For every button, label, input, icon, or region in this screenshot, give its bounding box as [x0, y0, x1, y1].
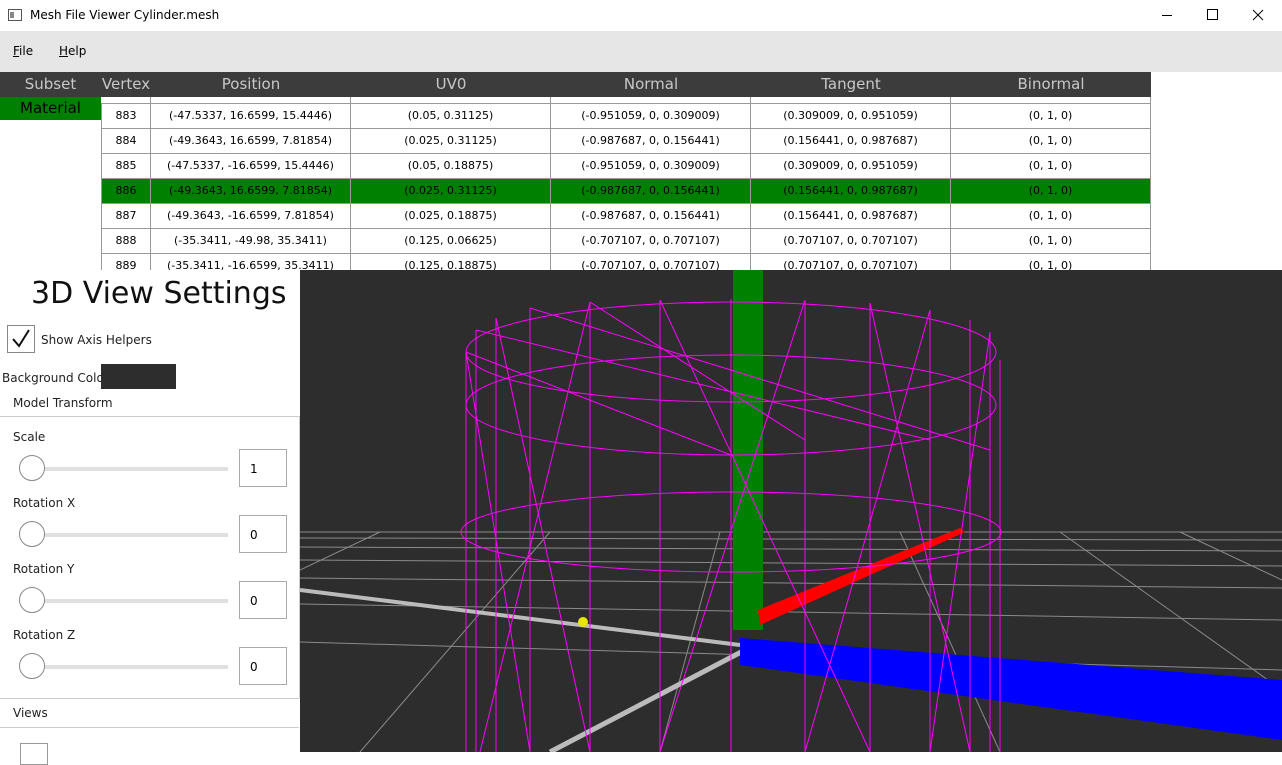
table-cell: [751, 97, 951, 104]
table-cell[interactable]: (0.05, 0.31125): [351, 104, 551, 129]
title-bar: Mesh File Viewer Cylinder.mesh: [0, 0, 1282, 31]
table-cell[interactable]: (0, 1, 0): [951, 254, 1151, 270]
slider-thumb[interactable]: [19, 587, 45, 613]
table-cell[interactable]: 889: [101, 254, 151, 270]
text-box[interactable]: 0: [239, 581, 287, 619]
text-box[interactable]: 0: [239, 647, 287, 685]
table-cell[interactable]: (-0.987687, 0, 0.156441): [551, 129, 751, 154]
column-header[interactable]: Subset: [0, 72, 101, 97]
app-icon: [8, 9, 22, 21]
window-controls[interactable]: [1150, 0, 1282, 31]
column-header[interactable]: Position: [151, 72, 351, 97]
panel-title: 3D View Settings: [31, 276, 287, 311]
color-swatch[interactable]: [101, 364, 176, 389]
group-box: [0, 416, 300, 698]
table-cell[interactable]: (-35.3411, -16.6599, 35.3411): [151, 254, 351, 270]
table-cell[interactable]: (-0.707107, 0, 0.707107): [551, 254, 751, 270]
table-cell[interactable]: (-0.987687, 0, 0.156441): [551, 179, 751, 204]
menu-item[interactable]: Help: [59, 44, 87, 58]
table-cell[interactable]: (-0.707107, 0, 0.707107): [551, 229, 751, 254]
table-cell[interactable]: (0.309009, 0, 0.951059): [751, 104, 951, 129]
checkbox[interactable]: [7, 325, 35, 353]
column-header[interactable]: Vertex: [101, 72, 151, 97]
slider-thumb[interactable]: [19, 521, 45, 547]
table-cell[interactable]: (0, 1, 0): [951, 229, 1151, 254]
table-cell[interactable]: (-47.5337, 16.6599, 15.4446): [151, 104, 351, 129]
table-cell[interactable]: 883: [101, 104, 151, 129]
group-label: Views: [13, 706, 48, 720]
table-cell[interactable]: (0.156441, 0, 0.987687): [751, 129, 951, 154]
table-cell[interactable]: 886: [101, 179, 151, 204]
slider-track[interactable]: [20, 665, 228, 669]
slider-thumb[interactable]: [19, 653, 45, 679]
slider-track[interactable]: [20, 467, 228, 471]
table-cell[interactable]: (0.025, 0.18875): [351, 204, 551, 229]
table-cell[interactable]: (0, 1, 0): [951, 179, 1151, 204]
table-cell: [951, 97, 1151, 104]
slider-label: Scale: [13, 430, 46, 444]
table-cell[interactable]: (0.025, 0.31125): [351, 179, 551, 204]
column-header[interactable]: UV0: [351, 72, 551, 97]
field-label: Background Color: [2, 371, 109, 385]
table-cell: [551, 97, 751, 104]
settings-panel: 3D View Settings Show Axis Helpers Backg…: [0, 270, 300, 765]
menu-item[interactable]: File: [13, 44, 34, 58]
table-cell[interactable]: (0.156441, 0, 0.987687): [751, 204, 951, 229]
table-cell[interactable]: 887: [101, 204, 151, 229]
table-cell[interactable]: (0.309009, 0, 0.951059): [751, 154, 951, 179]
table-cell[interactable]: 884: [101, 129, 151, 154]
table-cell[interactable]: (-35.3411, -49.98, 35.3411): [151, 229, 351, 254]
table-cell: [151, 97, 351, 104]
slider-track[interactable]: [20, 599, 228, 603]
slider-label: Rotation Z: [13, 628, 76, 642]
table-cell[interactable]: (0.125, 0.18875): [351, 254, 551, 270]
column-header[interactable]: Normal: [551, 72, 751, 97]
table-cell[interactable]: (-49.3643, 16.6599, 7.81854): [151, 129, 351, 154]
text-box[interactable]: 1: [239, 449, 287, 487]
3d-viewport[interactable]: [300, 270, 1282, 752]
views-header: [0, 698, 299, 728]
slider-label: Rotation Y: [13, 562, 75, 576]
column-header[interactable]: Tangent: [751, 72, 951, 97]
checkbox[interactable]: [20, 743, 48, 765]
vertex-table: 883 (-47.5337, 16.6599, 15.4446) (0.05, 0.…: [101, 97, 1151, 270]
table-cell[interactable]: (-0.951059, 0, 0.309009): [551, 104, 751, 129]
table-cell[interactable]: (0.707107, 0, 0.707107): [751, 229, 951, 254]
checkbox-label[interactable]: Show Axis Helpers: [41, 333, 152, 347]
table-cell[interactable]: (0.05, 0.18875): [351, 154, 551, 179]
window-title: Mesh File Viewer Cylinder.mesh: [30, 8, 220, 22]
table-cell[interactable]: 885: [101, 154, 151, 179]
table-cell[interactable]: (-49.3643, -16.6599, 7.81854): [151, 204, 351, 229]
table-cell[interactable]: (0.125, 0.06625): [351, 229, 551, 254]
table-cell: [101, 97, 151, 104]
table-cell[interactable]: (0, 1, 0): [951, 154, 1151, 179]
table-cell[interactable]: (0.025, 0.31125): [351, 129, 551, 154]
table-cell[interactable]: (0.707107, 0, 0.707107): [751, 254, 951, 270]
slider-thumb[interactable]: [19, 455, 45, 481]
table-cell[interactable]: (-47.5337, -16.6599, 15.4446): [151, 154, 351, 179]
subset-row[interactable]: Material: [0, 97, 101, 120]
table-cell[interactable]: (0.156441, 0, 0.987687): [751, 179, 951, 204]
table-cell[interactable]: (-0.951059, 0, 0.309009): [551, 154, 751, 179]
table-cell[interactable]: (-0.987687, 0, 0.156441): [551, 204, 751, 229]
table-cell[interactable]: (0, 1, 0): [951, 204, 1151, 229]
menu-bar: File Help: [0, 31, 1282, 72]
table-cell[interactable]: (0, 1, 0): [951, 104, 1151, 129]
slider-label: Rotation X: [13, 496, 76, 510]
group-label: Model Transform: [13, 396, 113, 410]
table-cell[interactable]: (-49.3643, 16.6599, 7.81854): [151, 179, 351, 204]
column-header[interactable]: Binormal: [951, 72, 1151, 97]
slider-track[interactable]: [20, 533, 228, 537]
table-cell[interactable]: (0, 1, 0): [951, 129, 1151, 154]
text-box[interactable]: 0: [239, 515, 287, 553]
table-cell: [351, 97, 551, 104]
table-cell[interactable]: 888: [101, 229, 151, 254]
